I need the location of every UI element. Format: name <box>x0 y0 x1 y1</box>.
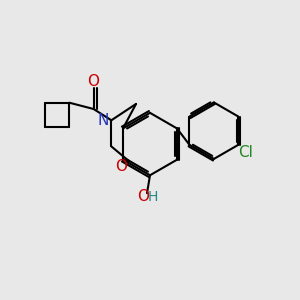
Text: N: N <box>98 113 109 128</box>
Text: O: O <box>88 74 100 89</box>
Text: H: H <box>148 190 158 204</box>
Text: O: O <box>116 159 128 174</box>
Text: Cl: Cl <box>238 145 253 160</box>
Text: O: O <box>137 189 149 204</box>
